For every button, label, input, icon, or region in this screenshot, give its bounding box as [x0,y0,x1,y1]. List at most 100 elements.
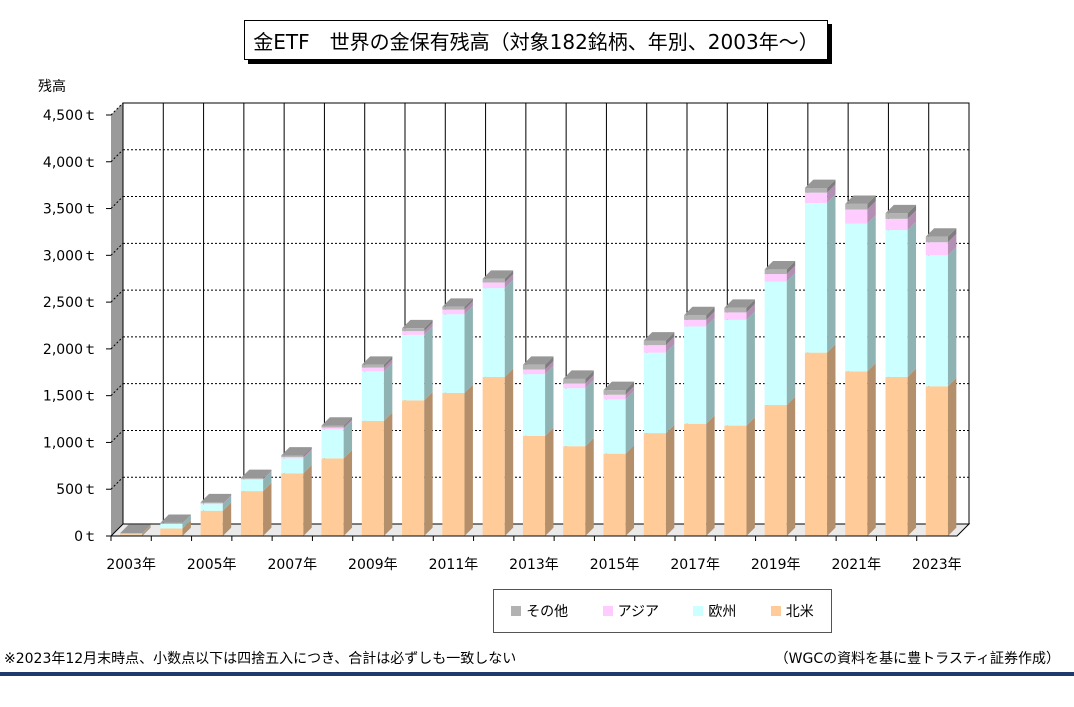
bar-2021年-europe [845,223,868,372]
bar-2014年-other [563,378,586,384]
bar-2019年-other [764,269,787,275]
bar-2013年-asia-side [545,361,554,375]
bar-2008年-other-side [343,417,353,428]
bar-2016年-other-side [665,332,675,346]
bar-2009年-other-side [383,356,393,368]
bar-2008年-asia [321,427,344,430]
bar-2009年-europe-side [383,362,393,421]
bar-2017年-asia [684,319,707,327]
bar-2010年-north-america [402,400,425,536]
bar-2011年-europe-side [464,305,473,393]
bar-2022年-north-america-side [907,368,917,536]
bar-2014年-north-america-side [585,437,594,536]
bar-2011年-north-america [442,392,465,536]
bar-2009年-north-america [361,420,384,536]
bar-2012年-other [482,278,505,283]
x-tick-label: 2019年 [751,557,801,573]
bar-2012年-europe [482,288,505,377]
legend-label-asia: アジア [617,604,660,620]
bar-2022年-europe-side [907,221,917,377]
y-gridline-side [110,476,124,490]
bar-2011年-asia [442,309,465,315]
bar-2013年-other-side [545,356,554,370]
x-tick-label: 2005年 [187,557,237,573]
bar-top-2005年 [200,493,232,503]
bar-top-2006年 [240,469,272,478]
bar-2010年-europe [402,334,425,401]
bar-2020年-north-america-side [827,344,836,536]
bar-2004年-asia-side [182,514,191,524]
bar-2005年-europe [200,504,223,511]
bar-2018年-other [724,307,747,313]
footnote: ※2023年12月末時点、小数点以下は四捨五入につき、合計は必ずしも一致しない [4,651,517,667]
bar-2006年-other-side [263,469,272,479]
bar-2022年-asia [885,218,908,231]
bar-2003年-north-america [120,534,143,536]
bar-2019年-other-side [786,260,796,275]
y-gridline-side [110,149,124,163]
bar-2009年-north-america-side [383,412,393,536]
x-tick-label: 2013年 [509,557,559,573]
legend-item-asia: アジア [602,601,660,621]
bar-top-2010年 [402,319,433,329]
bar-top-2012年 [482,270,514,279]
bar-2006年-other [240,477,264,479]
legend-swatch-north-america [770,606,781,616]
bar-2008年-asia-side [343,419,353,430]
bar-2012年-north-america-side [504,368,514,536]
bar-2017年-europe-side [706,318,715,424]
bar-2018年-north-america [724,425,747,536]
bar-top-2015年 [603,381,635,391]
bar-2007年-other-side [303,447,312,457]
y-gridline-side [110,383,124,397]
bar-2015年-other [603,390,626,395]
y-gridline-side [110,289,124,303]
bar-2010年-asia-side [424,322,433,335]
bar-2020年-europe-side [827,194,836,353]
bar-2015年-north-america [603,453,626,536]
bar-2019年-asia [764,274,787,282]
bar-2017年-north-america [684,423,707,536]
legend-item-other: その他 [511,601,568,621]
y-tick-label: 1,500ｔ [43,389,97,405]
y-tick-label: 2,000ｔ [43,342,97,358]
bar-2021年-north-america [845,371,868,536]
bar-2007年-north-america [281,473,304,536]
bar-2016年-north-america [643,433,666,536]
bar-top-2009年 [361,356,393,365]
bar-2020年-europe [804,202,828,353]
bar-top-2004年 [160,514,191,523]
bar-2012年-north-america [482,376,505,536]
bar-2014年-europe [563,388,586,447]
bar-2018年-europe [724,319,747,426]
bar-2023年-north-america-side [947,377,957,536]
legend-swatch-asia [602,606,613,616]
bar-2018年-asia-side [746,304,755,320]
y-tick-label: 1,000ｔ [43,435,97,451]
bar-2023年-europe [925,255,948,387]
bar-2007年-asia [281,456,304,459]
bar-2019年-north-america-side [786,396,796,536]
bar-2011年-other [442,306,465,310]
bar-top-2008年 [321,417,353,426]
bar-2011年-europe [442,314,465,393]
bar-2017年-asia-side [706,311,715,327]
bar-2019年-europe [764,281,787,406]
legend-label-europe: 欧州 [708,604,737,620]
bar-2007年-asia-side [303,448,312,459]
bar-2017年-other-side [706,306,715,320]
bar-2005年-other-side [222,493,232,504]
bar-top-2016年 [643,332,675,341]
bar-2013年-other [522,364,546,370]
bar-2007年-europe [281,458,304,474]
bar-2009年-asia [361,367,384,372]
bar-top-2014年 [563,370,594,379]
legend-item-north-america: 北米 [770,601,814,621]
bar-2017年-other [684,315,707,320]
bar-2005年-other [200,502,223,504]
bar-2005年-asia-side [222,494,232,505]
chart-title: 金ETF 世界の金保有残高（対象182銘柄、年別、2003年～） [244,20,828,60]
bar-2021年-asia [845,209,868,224]
bar-2011年-other-side [464,298,473,310]
bar-2013年-europe-side [545,365,554,436]
